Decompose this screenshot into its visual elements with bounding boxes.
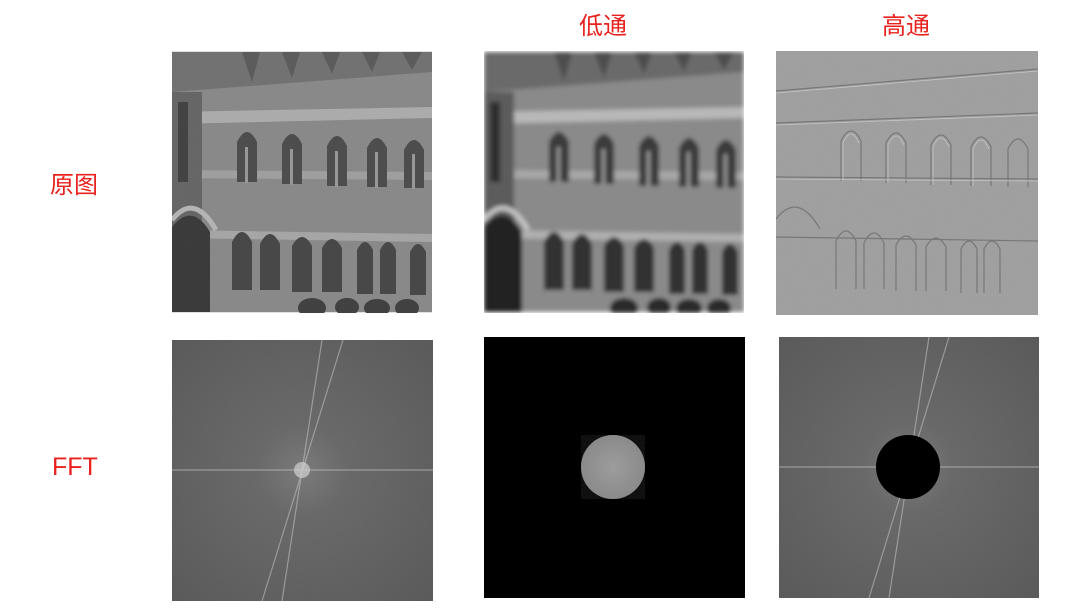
row-label-original: 原图: [50, 171, 98, 199]
column-label-low-pass: 低通: [579, 12, 627, 40]
high-pass-fft-spectrum: [779, 337, 1039, 598]
row-label-fft: FFT: [52, 453, 98, 481]
column-label-high-pass: 高通: [882, 12, 930, 40]
original-image: [172, 51, 432, 313]
original-fft-spectrum: [172, 340, 433, 601]
low-pass-image: [484, 51, 744, 313]
high-pass-image: [776, 51, 1038, 315]
low-pass-fft-spectrum: [484, 337, 745, 598]
